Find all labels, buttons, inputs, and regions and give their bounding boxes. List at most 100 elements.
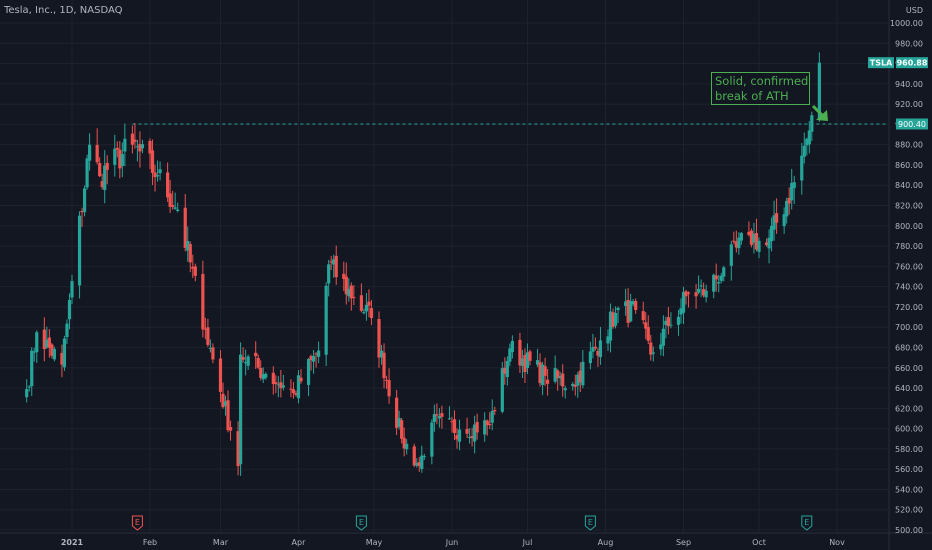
candle[interactable] <box>279 369 283 398</box>
candle[interactable] <box>289 379 293 398</box>
candle[interactable] <box>324 282 328 366</box>
candle[interactable] <box>412 443 416 468</box>
candle[interactable] <box>669 312 673 329</box>
time-axis[interactable]: 2021 Feb Mar Apr May Jun Jul Aug Sep Oct Nov <box>61 538 845 547</box>
candle[interactable] <box>206 318 210 348</box>
candle[interactable] <box>538 353 542 387</box>
candle[interactable] <box>420 445 424 473</box>
candle[interactable] <box>256 354 260 370</box>
candle[interactable] <box>488 412 492 429</box>
candle[interactable] <box>138 131 142 168</box>
candle[interactable] <box>387 368 391 404</box>
candle[interactable] <box>191 254 195 278</box>
candle[interactable] <box>400 417 404 444</box>
candle[interactable] <box>153 164 157 192</box>
candle[interactable] <box>327 259 331 297</box>
candle[interactable] <box>352 285 356 306</box>
candle[interactable] <box>641 301 645 325</box>
candle[interactable] <box>364 293 369 321</box>
candle[interactable] <box>45 326 49 349</box>
candle[interactable] <box>80 207 84 227</box>
candle[interactable] <box>405 439 409 455</box>
candle[interactable] <box>563 385 567 399</box>
candle[interactable] <box>649 334 653 361</box>
candle[interactable] <box>717 275 721 293</box>
candle[interactable] <box>397 410 401 430</box>
candle[interactable] <box>379 344 384 365</box>
candle[interactable] <box>757 237 761 259</box>
candle[interactable] <box>274 375 278 394</box>
candle[interactable] <box>737 232 741 255</box>
candle[interactable] <box>332 254 336 278</box>
candle[interactable] <box>276 376 280 398</box>
candle[interactable] <box>150 139 155 185</box>
candle[interactable] <box>681 286 686 324</box>
candle[interactable] <box>203 317 207 340</box>
candle[interactable] <box>807 121 811 154</box>
candle[interactable] <box>467 428 472 444</box>
annotation-box[interactable]: Solid, confirmed break of ATH <box>711 72 810 105</box>
candle[interactable] <box>503 357 507 385</box>
candle[interactable] <box>508 343 512 367</box>
candle[interactable] <box>455 428 459 449</box>
candle[interactable] <box>528 349 532 366</box>
candle[interactable] <box>103 150 107 204</box>
candle[interactable] <box>722 265 726 282</box>
candle[interactable] <box>176 202 180 213</box>
candle[interactable] <box>629 293 633 323</box>
candle[interactable] <box>500 361 504 414</box>
candle[interactable] <box>85 154 89 190</box>
candle[interactable] <box>47 329 51 358</box>
candle[interactable] <box>168 180 172 213</box>
candle[interactable] <box>729 240 733 281</box>
candle[interactable] <box>281 374 285 391</box>
candle[interactable] <box>173 192 177 210</box>
candle[interactable] <box>452 410 457 441</box>
candle[interactable] <box>613 306 618 329</box>
candle[interactable] <box>749 228 754 248</box>
candle[interactable] <box>77 211 82 299</box>
candle[interactable] <box>261 367 265 383</box>
candle[interactable] <box>540 361 545 396</box>
candle[interactable] <box>624 288 628 316</box>
candle[interactable] <box>606 329 610 351</box>
candle[interactable] <box>65 319 69 344</box>
candle[interactable] <box>596 347 600 367</box>
candle[interactable] <box>573 374 577 396</box>
candle[interactable] <box>631 298 635 307</box>
candle[interactable] <box>719 272 723 284</box>
candle[interactable] <box>702 282 706 298</box>
price-axis[interactable]: 500.00 520.00 540.00 560.00 580.00 600.00 620.… <box>890 19 923 535</box>
candle[interactable] <box>646 315 650 345</box>
candle[interactable] <box>525 343 530 375</box>
candle[interactable] <box>588 341 592 370</box>
candle[interactable] <box>67 293 72 330</box>
candle[interactable] <box>155 160 160 182</box>
candle[interactable] <box>120 142 124 178</box>
candle[interactable] <box>696 275 701 295</box>
candle[interactable] <box>228 420 233 441</box>
candle[interactable] <box>311 349 316 374</box>
candle[interactable] <box>244 349 248 376</box>
candle[interactable] <box>50 342 54 359</box>
candle[interactable] <box>395 390 399 436</box>
candle[interactable] <box>651 346 655 362</box>
candle[interactable] <box>384 375 389 389</box>
candle[interactable] <box>510 335 514 359</box>
candle[interactable] <box>684 289 688 305</box>
candle[interactable] <box>676 309 681 336</box>
candle[interactable] <box>769 217 774 252</box>
candle[interactable] <box>699 279 703 298</box>
candle[interactable] <box>27 385 31 392</box>
earnings-marker-icon[interactable]: E <box>131 515 143 531</box>
candle[interactable] <box>359 283 363 313</box>
candle[interactable] <box>259 360 263 381</box>
candle[interactable] <box>578 362 582 393</box>
candle[interactable] <box>435 403 439 425</box>
candle[interactable] <box>158 161 162 181</box>
candle[interactable] <box>785 197 789 224</box>
candle[interactable] <box>505 356 509 386</box>
candle[interactable] <box>465 417 469 439</box>
earnings-marker-icon[interactable]: E <box>584 515 596 531</box>
candle[interactable] <box>32 347 36 362</box>
